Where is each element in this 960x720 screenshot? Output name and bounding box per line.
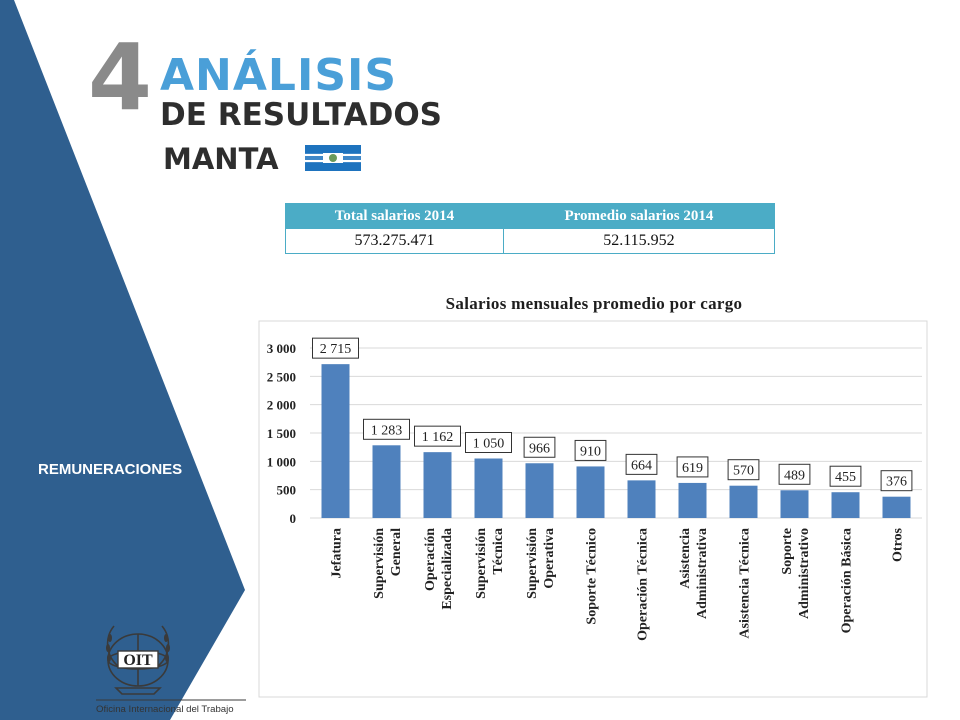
x-tick-label-line: Operación Técnica	[636, 528, 651, 641]
data-label: 1 162	[422, 430, 454, 445]
table-header-average: Promedio salarios 2014	[502, 203, 776, 229]
x-tick-label-line: Supervisión	[474, 528, 489, 599]
y-tick-label: 0	[290, 511, 297, 526]
x-tick-label-line: Operativa	[542, 528, 557, 589]
logo-caption: Oficina Internacional del Trabajo	[96, 704, 234, 714]
page-title: ANÁLISIS	[160, 50, 398, 101]
x-tick-label-line: Administrativo	[797, 528, 812, 619]
logo-text: OIT	[123, 652, 153, 669]
y-tick-label: 500	[277, 483, 297, 498]
bar	[729, 485, 758, 518]
section-number: 4	[88, 24, 153, 131]
data-label-box	[829, 465, 862, 487]
x-tick-label-line: Operación Básica	[840, 528, 855, 633]
data-label: 570	[733, 464, 754, 479]
flag-icon	[305, 145, 361, 171]
bar	[474, 458, 503, 518]
bar	[576, 466, 605, 518]
x-tick-label-line: General	[389, 528, 404, 576]
x-tick-label-line: Asistencia Técnica	[738, 528, 753, 639]
data-label: 455	[835, 470, 856, 485]
bar	[372, 445, 401, 518]
data-label-box	[465, 432, 512, 453]
data-label-box	[363, 418, 410, 440]
data-label: 2 715	[320, 342, 352, 357]
data-label-box	[625, 453, 658, 475]
table-cell-average: 52.115.952	[502, 228, 776, 254]
data-label-box	[414, 425, 461, 447]
bar-chart: 0 500 1 000 1 500 2 000 2 500 3 000 2 715 Jefatu…	[258, 320, 928, 698]
x-tick-label: Operación Básica	[840, 528, 855, 633]
table-header-total: Total salarios 2014	[285, 203, 504, 229]
data-label-box	[778, 463, 811, 485]
data-label-box	[523, 436, 556, 458]
bar	[780, 490, 809, 518]
data-label-box	[574, 439, 607, 461]
table-row: 573.275.471 52.115.952	[285, 228, 776, 254]
x-tick-label: Soporte Administrativo	[780, 528, 812, 619]
x-tick-label-line: Soporte	[780, 528, 795, 575]
x-tick-label: Otros	[891, 527, 906, 562]
section-label: REMUNERACIONES	[38, 461, 183, 478]
x-tick-label-line: Administrativa	[695, 528, 710, 619]
y-tick-label: 2 500	[267, 369, 296, 384]
x-tick-label-line: Operación	[423, 528, 438, 591]
bar	[678, 482, 707, 518]
y-tick-label: 2 000	[267, 398, 296, 413]
y-tick-label: 3 000	[267, 341, 296, 356]
bar	[423, 452, 452, 518]
summary-table: Total salarios 2014 Promedio salarios 20…	[285, 203, 776, 254]
data-label: 910	[580, 444, 601, 459]
x-tick-label: Operación Especializada	[423, 528, 455, 610]
x-tick-label: Jefatura	[330, 528, 345, 579]
x-tick-label: Supervisión Operativa	[525, 528, 557, 599]
x-tick-label: Supervisión General	[372, 528, 404, 599]
sidebar-background	[0, 0, 245, 720]
chart-title: Salarios mensuales promedio por cargo	[445, 294, 743, 313]
bar	[831, 492, 860, 518]
x-tick-label-line: Técnica	[491, 528, 506, 575]
x-tick-label: Supervisión Técnica	[474, 528, 506, 599]
data-label: 664	[631, 458, 652, 473]
x-tick-label-line: Supervisión	[372, 528, 387, 599]
data-label-box	[727, 459, 760, 481]
data-label-box	[312, 337, 359, 359]
bar	[882, 496, 911, 518]
page-subtitle: DE RESULTADOS	[160, 97, 443, 133]
bar	[627, 480, 656, 518]
data-label-box	[676, 456, 709, 478]
x-tick-label-line: Supervisión	[525, 528, 540, 599]
table-cell-total: 573.275.471	[285, 228, 504, 254]
x-tick-label-line: Especializada	[440, 528, 455, 610]
x-tick-label: Soporte Técnico	[585, 528, 600, 625]
bar	[525, 463, 554, 518]
data-label: 376	[886, 475, 907, 490]
data-label: 619	[682, 461, 703, 476]
data-label: 1 283	[371, 423, 403, 438]
y-tick-label: 1 500	[267, 426, 296, 441]
oit-logo: OIT Oficina Internacional del Trabajo	[96, 625, 246, 714]
city-name: MANTA	[163, 142, 279, 176]
data-label: 966	[529, 441, 550, 456]
x-tick-label-line: Soporte Técnico	[585, 528, 600, 625]
bar	[321, 364, 350, 518]
x-tick-label: Asistencia Administrativa	[678, 528, 710, 619]
x-tick-label: Asistencia Técnica	[738, 528, 753, 639]
x-tick-label-line: Jefatura	[330, 528, 345, 579]
x-tick-label: Operación Técnica	[636, 528, 651, 641]
y-tick-label: 1 000	[267, 454, 296, 469]
data-label: 489	[784, 468, 805, 483]
data-label-box	[880, 470, 913, 492]
x-tick-label-line: Asistencia	[678, 528, 693, 589]
data-label: 1 050	[473, 437, 505, 452]
x-tick-label-line: Otros	[891, 527, 906, 562]
